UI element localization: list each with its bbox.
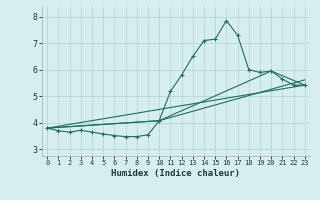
- X-axis label: Humidex (Indice chaleur): Humidex (Indice chaleur): [111, 169, 241, 178]
